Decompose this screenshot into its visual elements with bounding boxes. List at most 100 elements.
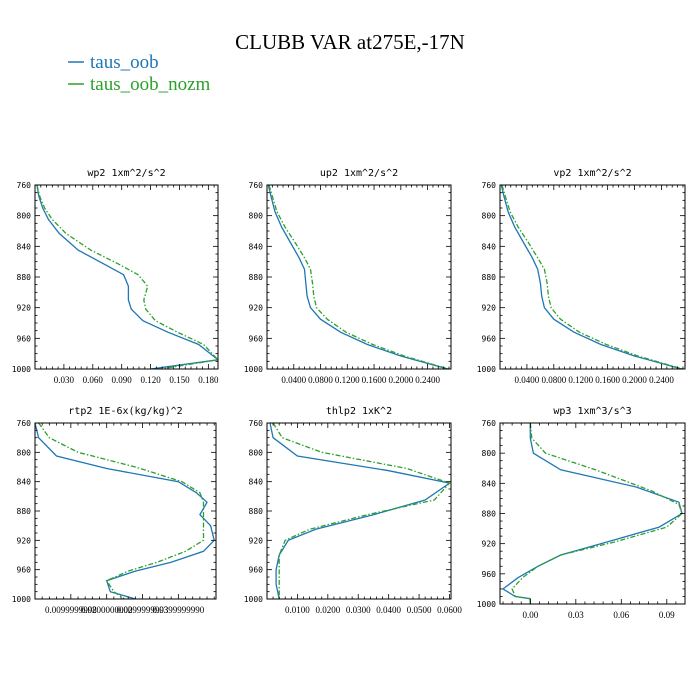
x-tick-label: 0.0600 xyxy=(437,605,462,615)
series-line-taus_oob_nozm xyxy=(36,185,218,369)
y-tick-label: 840 xyxy=(482,242,497,251)
y-tick-label: 840 xyxy=(17,478,32,487)
x-tick-label: 0.00 xyxy=(522,610,538,620)
y-tick-label: 800 xyxy=(249,448,264,457)
x-tick-label: 0.06 xyxy=(613,610,629,620)
x-tick-label: 0.060 xyxy=(83,375,104,385)
y-tick-label: 760 xyxy=(17,181,32,190)
y-tick-label: 760 xyxy=(249,419,264,428)
y-tick-label: 880 xyxy=(482,510,497,519)
y-tick-label: 920 xyxy=(482,304,497,313)
y-tick-label: 1000 xyxy=(244,365,263,374)
y-tick-label: 960 xyxy=(482,334,497,343)
y-tick-label: 920 xyxy=(482,540,497,549)
plot-frame xyxy=(266,184,452,370)
y-tick-label: 800 xyxy=(17,448,32,457)
y-tick-label: 840 xyxy=(249,242,264,251)
x-tick-label: 0.1200 xyxy=(568,375,593,385)
panel-title: rtp2 1E-6x(kg/kg)^2 xyxy=(68,406,182,417)
x-tick-label: 0.0800 xyxy=(308,375,333,385)
y-tick-label: 800 xyxy=(482,449,497,458)
x-tick-label: 0.1600 xyxy=(595,375,620,385)
y-tick-label: 840 xyxy=(249,478,264,487)
y-tick-label: 1000 xyxy=(477,600,496,609)
y-tick-label: 920 xyxy=(17,536,32,545)
x-tick-label: 0.1200 xyxy=(335,375,360,385)
y-tick-label: 760 xyxy=(482,419,497,428)
plot-frame xyxy=(266,422,452,600)
y-tick-label: 960 xyxy=(17,566,32,575)
x-tick-label: 0.0300 xyxy=(346,605,371,615)
y-tick-label: 1000 xyxy=(244,595,263,604)
y-tick-label: 880 xyxy=(249,273,264,282)
x-tick-label: 0.1600 xyxy=(362,375,387,385)
figure-title: CLUBB VAR at275E,-17N xyxy=(235,30,465,54)
panel-2: up2 1xm^2/s^2 760 800 840 880 920 960 1000 0.040… xyxy=(244,168,452,385)
y-tick-label: 920 xyxy=(249,304,264,313)
y-tick-label: 1000 xyxy=(477,365,496,374)
x-tick-label: 0.0099999998 xyxy=(45,605,97,615)
series-line-taus_oob_nozm xyxy=(272,423,451,599)
y-tick-label: 760 xyxy=(249,181,264,190)
panel-6: wp3 1xm^3/s^3 760 800 840 880 920 960 1000 0.00 0… xyxy=(477,406,686,620)
series-line-taus_oob_nozm xyxy=(38,423,205,599)
x-tick-label: 0.2000 xyxy=(622,375,647,385)
y-tick-label: 760 xyxy=(17,419,32,428)
y-tick-label: 800 xyxy=(17,212,32,221)
series-line-taus_oob xyxy=(500,185,682,369)
y-tick-label: 1000 xyxy=(12,595,31,604)
x-tick-label: 0.120 xyxy=(140,375,161,385)
panels: wp2 1xm^2/s^276080084088092096010000.030… xyxy=(12,168,686,620)
series-line-taus_oob xyxy=(35,423,215,599)
y-tick-label: 920 xyxy=(249,536,264,545)
x-tick-label: 0.180 xyxy=(198,375,219,385)
x-tick-label: 0.09 xyxy=(659,610,675,620)
x-tick-label: 0.03 xyxy=(568,610,584,620)
series-line-taus_oob_nozm xyxy=(501,185,684,369)
x-tick-label: 0.2400 xyxy=(415,375,440,385)
y-tick-label: 800 xyxy=(249,212,264,221)
y-tick-label: 880 xyxy=(249,507,264,516)
series-line-taus_oob xyxy=(36,185,218,369)
y-tick-label: 960 xyxy=(249,566,264,575)
plot-frame xyxy=(499,422,686,605)
plot-frame xyxy=(499,184,686,370)
x-tick-label: 0.0400 xyxy=(515,375,540,385)
y-tick-label: 880 xyxy=(482,273,497,282)
x-tick-label: 0.0800 xyxy=(541,375,566,385)
y-tick-label: 840 xyxy=(17,242,32,251)
panel-title: wp2 1xm^2/s^2 xyxy=(87,168,165,179)
x-tick-label: 0.0400 xyxy=(376,605,401,615)
y-tick-label: 880 xyxy=(17,273,32,282)
panel-4: rtp2 1E-6x(kg/kg)^2 760 800 840 880 920 960 100… xyxy=(12,406,217,615)
x-tick-label: 0.150 xyxy=(169,375,190,385)
x-tick-label: 0.0400 xyxy=(281,375,306,385)
y-tick-label: 960 xyxy=(249,334,264,343)
panel-title: up2 1xm^2/s^2 xyxy=(320,168,398,179)
x-tick-label: 0.2000 xyxy=(388,375,413,385)
panel-title: thlp2 1xK^2 xyxy=(326,406,392,417)
legend-label-taus_oob_nozm: taus_oob_nozm xyxy=(90,74,211,95)
panel-5: thlp2 1xK^2 760 800 840 880 920 960 1000 0.0100 0… xyxy=(244,406,463,615)
series-line-taus_oob xyxy=(269,423,451,599)
x-tick-label: 0.030 xyxy=(54,375,75,385)
y-tick-label: 880 xyxy=(17,507,32,516)
series-line-taus_oob_nozm xyxy=(511,423,683,604)
x-tick-label: 0.0399999990 xyxy=(152,605,204,615)
x-tick-label: 0.0100 xyxy=(285,605,310,615)
x-tick-label: 0.0200 xyxy=(315,605,340,615)
x-tick-label: 0.090 xyxy=(112,375,133,385)
y-tick-label: 840 xyxy=(482,479,497,488)
x-tick-label: 0.2400 xyxy=(649,375,674,385)
y-tick-label: 960 xyxy=(482,570,497,579)
y-tick-label: 960 xyxy=(17,334,32,343)
panel-title: vp2 1xm^2/s^2 xyxy=(553,168,631,179)
panel-3: vp2 1xm^2/s^2 760 800 840 880 920 960 1000 0.040… xyxy=(477,168,686,385)
y-tick-label: 1000 xyxy=(12,365,31,374)
series-line-taus_oob xyxy=(267,185,448,369)
series-line-taus_oob_nozm xyxy=(268,185,450,369)
y-tick-label: 800 xyxy=(482,212,497,221)
series-line-taus_oob xyxy=(501,423,683,604)
